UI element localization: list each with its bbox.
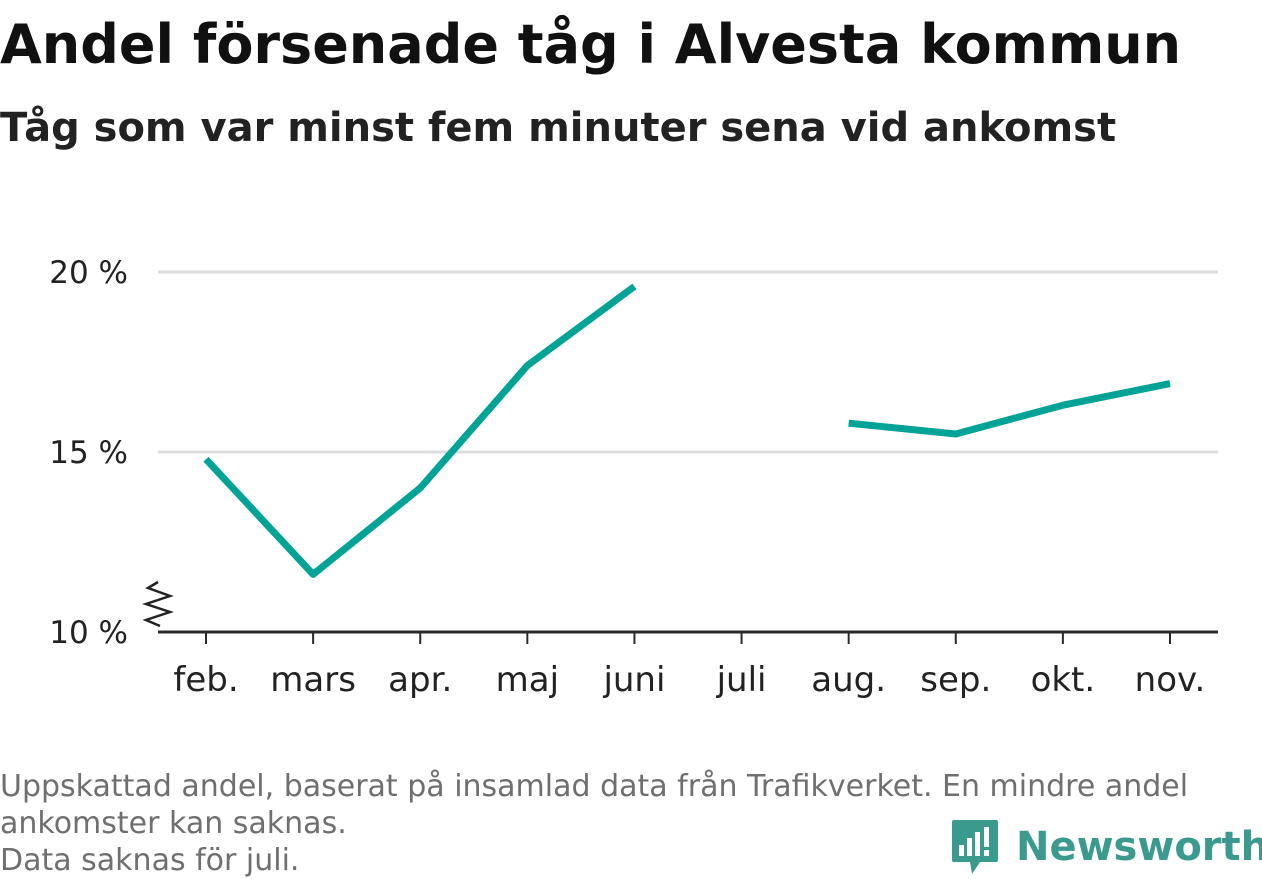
footnote-line: Uppskattad andel, baserat på insamlad da…: [0, 769, 1189, 804]
x-tick-label: maj: [496, 660, 559, 700]
x-tick-label: apr.: [388, 660, 452, 700]
series-lines: [203, 283, 1171, 578]
y-axis-tick-labels: 10 % 15 % 20 %: [49, 255, 128, 651]
x-tick-label: sep.: [920, 660, 991, 700]
x-tick-label: feb.: [173, 660, 238, 700]
bar-chart-speech-bubble-icon: [952, 820, 998, 874]
x-tick-label: aug.: [811, 660, 886, 700]
x-tick-label: juli: [716, 660, 767, 700]
chart-title: Andel försenade tåg i Alvesta kommun: [0, 13, 1182, 76]
footnote-line: Data saknas för juli.: [0, 843, 300, 878]
x-tick-label: nov.: [1135, 660, 1206, 700]
brand-name: Newsworthy: [1016, 824, 1262, 870]
brand-logo: Newsworthy: [950, 818, 1262, 876]
y-tick-label: 15 %: [49, 435, 128, 471]
x-axis-tick-labels: feb. mars apr. maj juni juli aug. sep. okt. nov.: [173, 632, 1205, 700]
x-tick-label: okt.: [1031, 660, 1096, 700]
series-line-segment: [848, 380, 1171, 438]
y-tick-label: 20 %: [49, 255, 128, 291]
chart-subtitle: Tåg som var minst fem minuter sena vid a…: [0, 105, 1117, 151]
footnote: Uppskattad andel, baserat på insamlad da…: [0, 768, 1250, 879]
series-line-segment: [203, 283, 637, 578]
y-tick-label: 10 %: [49, 615, 128, 651]
footnote-line: ankomster kan saknas.: [0, 806, 347, 841]
x-axis: [142, 580, 1218, 634]
x-tick-label: mars: [270, 660, 356, 700]
axis-break-marker: [142, 580, 174, 628]
x-tick-label: juni: [602, 660, 665, 700]
grid-lines: [158, 270, 1218, 454]
